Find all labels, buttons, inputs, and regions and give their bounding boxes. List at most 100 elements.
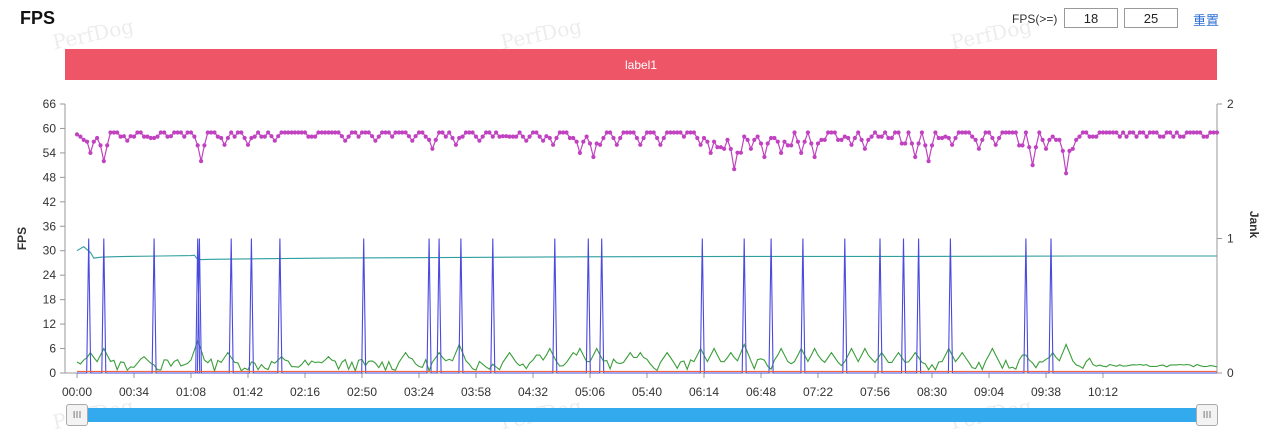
- series-point-0: [782, 139, 787, 144]
- series-point-0: [282, 130, 287, 135]
- series-point-0: [215, 134, 220, 139]
- series-point-0: [842, 134, 847, 139]
- series-point-0: [789, 143, 794, 148]
- series-point-0: [400, 130, 405, 135]
- series-point-0: [574, 139, 579, 144]
- series-point-0: [105, 143, 110, 148]
- series-point-0: [997, 135, 1002, 141]
- series-point-0: [876, 134, 881, 139]
- series-point-0: [628, 130, 633, 135]
- series-point-0: [591, 154, 596, 160]
- series-point-0: [1188, 130, 1193, 135]
- series-point-0: [1087, 134, 1092, 139]
- series-point-0: [279, 130, 284, 135]
- series-point-0: [319, 130, 324, 135]
- series-point-0: [732, 167, 737, 172]
- fps-threshold-low-input[interactable]: [1064, 8, 1118, 28]
- series-point-0: [966, 130, 972, 135]
- series-point-0: [1151, 130, 1156, 135]
- series-point-0: [74, 132, 80, 137]
- y-tick-label: 12: [43, 317, 57, 331]
- series-point-0: [443, 134, 448, 139]
- series-point-0: [685, 130, 690, 135]
- series-point-0: [1198, 130, 1203, 135]
- series-point-0: [815, 141, 821, 146]
- series-point-0: [638, 142, 643, 147]
- series-point-0: [604, 130, 609, 135]
- series-point-0: [85, 139, 90, 144]
- series-point-0: [81, 137, 86, 142]
- series-point-0: [148, 135, 153, 141]
- series-point-0: [859, 137, 864, 142]
- series-point-0: [960, 130, 965, 135]
- series-point-0: [1164, 130, 1169, 135]
- series-point-0: [420, 130, 425, 135]
- series-point-0: [480, 134, 485, 139]
- series-point-0: [1144, 134, 1149, 139]
- series-point-0: [916, 141, 921, 146]
- series-point-0: [701, 135, 707, 141]
- series-point-0: [541, 138, 546, 143]
- series-point-0: [755, 134, 760, 139]
- series-point-0: [192, 134, 197, 139]
- series-point-0: [1023, 130, 1028, 135]
- series-point-0: [745, 137, 750, 142]
- series-point-0: [252, 134, 257, 139]
- series-point-0: [219, 135, 224, 141]
- y-tick-label: 6: [49, 342, 56, 356]
- series-point-0: [963, 130, 968, 135]
- series-point-0: [795, 139, 801, 144]
- series-point-0: [1127, 130, 1132, 135]
- series-point-0: [909, 141, 915, 146]
- y-tick-label: 30: [43, 244, 57, 258]
- slider-start-handle[interactable]: III: [66, 404, 88, 426]
- series-point-0: [142, 134, 147, 139]
- series-point-0: [524, 138, 529, 143]
- series-point-0: [1157, 134, 1163, 139]
- series-point-0: [520, 134, 526, 139]
- series-point-0: [490, 134, 495, 139]
- series-point-0: [537, 134, 542, 139]
- series-point-0: [923, 143, 928, 148]
- series-point-0: [195, 143, 200, 148]
- series-point-0: [802, 139, 807, 144]
- series-point-0: [769, 135, 774, 141]
- series-point-0: [567, 135, 573, 141]
- slider-end-handle[interactable]: III: [1196, 404, 1218, 426]
- series-point-0: [1030, 163, 1035, 168]
- series-point-0: [346, 134, 351, 139]
- series-point-0: [517, 130, 522, 135]
- series-point-0: [199, 159, 204, 164]
- time-range-slider[interactable]: [76, 408, 1206, 422]
- series-point-0: [970, 134, 975, 139]
- series-point-0: [826, 130, 831, 135]
- label-bar[interactable]: label1: [65, 49, 1217, 80]
- series-point-0: [618, 135, 623, 141]
- series-point-0: [205, 130, 210, 135]
- series-point-0: [1060, 148, 1065, 153]
- series-point-0: [611, 135, 616, 141]
- series-point-0: [976, 146, 982, 151]
- x-tick-label: 02:50: [347, 385, 377, 399]
- series-point-0: [188, 130, 194, 135]
- fps-threshold-high-input[interactable]: [1124, 8, 1178, 28]
- series-point-0: [363, 130, 368, 135]
- y-tick-label: 24: [43, 268, 57, 282]
- series-point-0: [1064, 171, 1069, 176]
- series-point-0: [695, 135, 700, 141]
- series-point-0: [1131, 130, 1136, 135]
- series-point-0: [1104, 130, 1109, 135]
- series-point-0: [561, 130, 566, 135]
- series-point-0: [634, 135, 640, 141]
- series-point-0: [933, 130, 938, 135]
- chart-title: FPS: [20, 8, 56, 28]
- x-tick-label: 10:12: [1088, 385, 1118, 399]
- series-point-0: [272, 138, 277, 143]
- series-point-0: [1178, 134, 1183, 139]
- series-point-0: [359, 130, 365, 135]
- series-point-0: [222, 142, 227, 147]
- y-axis-title: FPS: [15, 227, 29, 250]
- x-tick-label: 00:00: [62, 385, 92, 399]
- series-point-0: [648, 130, 653, 135]
- reset-button[interactable]: 重置: [1193, 13, 1220, 28]
